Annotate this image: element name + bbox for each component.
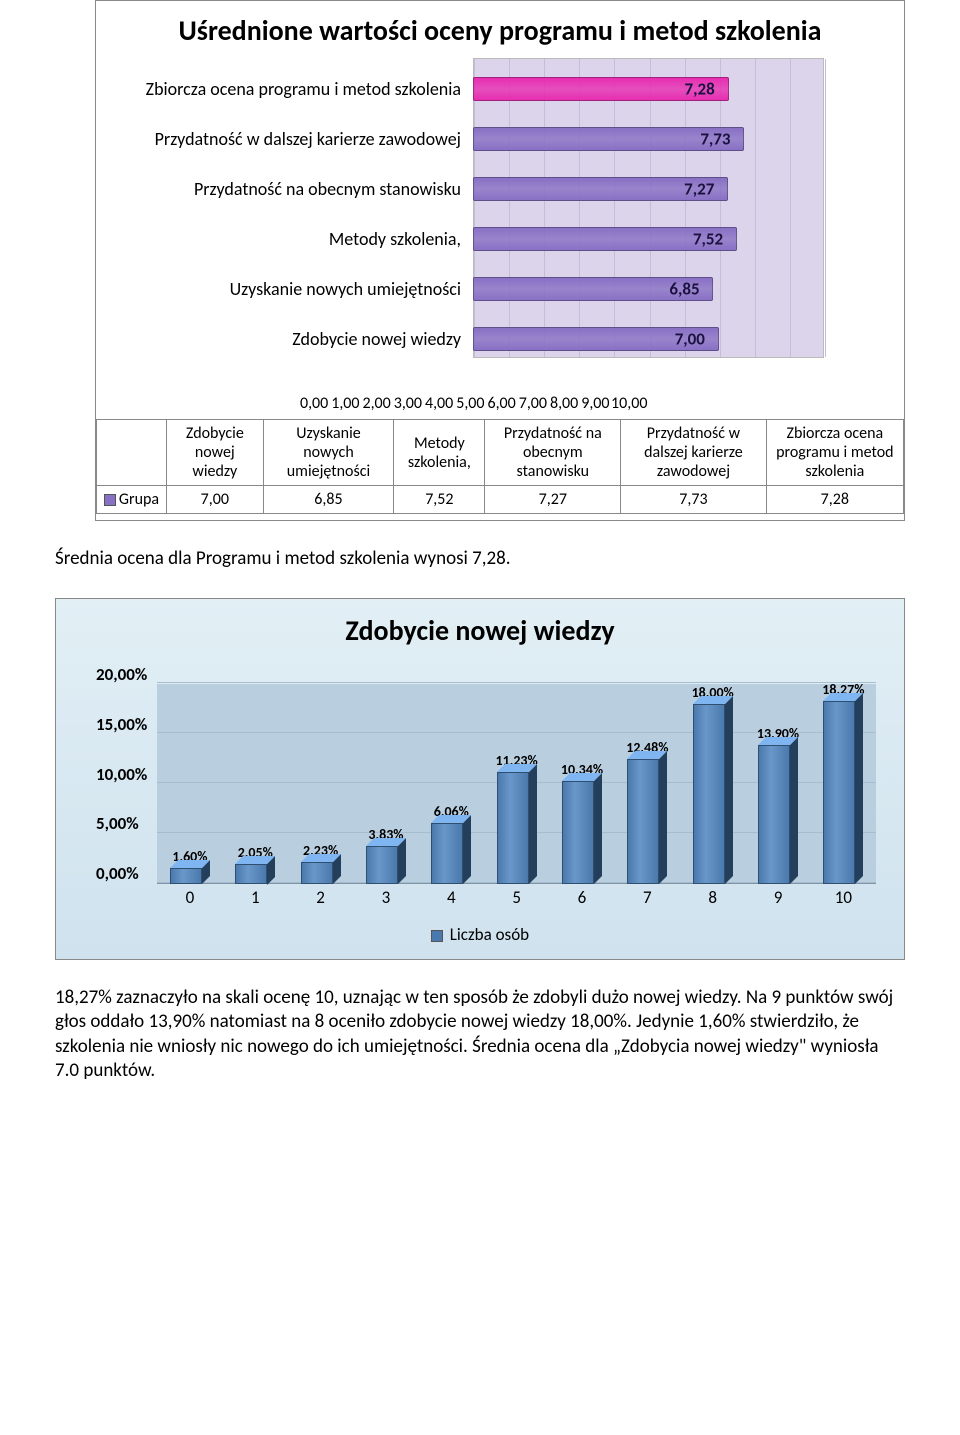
vbar-bar <box>562 781 602 884</box>
hbar-value-label: 7,52 <box>693 228 723 249</box>
hbar-category-label: Przydatność w dalszej karierze zawodowej <box>118 128 473 150</box>
vbar-column: 3,83% <box>353 826 418 884</box>
table-row-header: Grupa <box>97 486 167 514</box>
chart1-caption: Średnia ocena dla Programu i metod szkol… <box>55 547 905 570</box>
chart1-title: Uśrednione wartości oceny programu i met… <box>96 7 904 58</box>
vbar-x-tick: 2 <box>288 887 353 908</box>
hbar-category-label: Metody szkolenia, <box>118 228 473 250</box>
vbar-bar <box>431 823 471 884</box>
table-column-header: Zdobycie nowej wiedzy <box>167 420 264 486</box>
vbar-x-tick: 4 <box>419 887 484 908</box>
vbar-x-tick: 6 <box>549 887 614 908</box>
hbar-x-tick: 8,00 <box>549 394 580 413</box>
hbar-value-label: 7,00 <box>675 328 705 349</box>
vbar-bar <box>235 864 275 885</box>
hbar-category-label: Zdobycie nowej wiedzy <box>118 328 473 350</box>
vbar-column: 13,90% <box>745 725 810 884</box>
vbar-bar <box>758 745 798 884</box>
hbar-category-label: Zbiorcza ocena programu i metod szkoleni… <box>118 78 473 100</box>
chart2-title: Zdobycie nowej wiedzy <box>66 609 894 660</box>
hbar-x-tick: 9,00 <box>580 394 611 413</box>
hbar-x-tick: 1,00 <box>330 394 361 413</box>
table-cell: 6,85 <box>263 486 394 514</box>
vbar-y-axis: 20,00% 15,00% 10,00% 5,00% 0,00% <box>96 664 157 884</box>
chart1-data-table: Zdobycie nowej wiedzyUzyskanie nowych um… <box>96 419 904 514</box>
hbar-x-tick: 3,00 <box>392 394 423 413</box>
hbar-x-tick: 0,00 <box>299 394 330 413</box>
legend-swatch-icon <box>104 494 116 506</box>
legend-swatch-icon <box>431 930 443 942</box>
hbar-category-label: Uzyskanie nowych umiejętności <box>118 278 473 300</box>
hbar-value-label: 6,85 <box>669 278 699 299</box>
hbar-x-tick: 4,00 <box>424 394 455 413</box>
hbar-row: Przydatność na obecnym stanowisku 7,27 <box>118 171 822 207</box>
hbar-chart: Zbiorcza ocena programu i metod szkoleni… <box>118 58 882 413</box>
vbar-y-tick: 10,00% <box>96 764 147 785</box>
vbar-column: 12,48% <box>615 739 680 884</box>
vbar-x-tick: 5 <box>484 887 549 908</box>
table-cell: 7,00 <box>167 486 264 514</box>
table-cell: 7,73 <box>621 486 766 514</box>
vbar-column: 2,05% <box>223 844 288 885</box>
vbar-column: 6,06% <box>419 803 484 884</box>
chart-panel-2: Zdobycie nowej wiedzy 20,00%15,00%10,00%… <box>55 598 905 960</box>
hbar-value-label: 7,27 <box>684 178 714 199</box>
vbar-bar <box>823 701 863 884</box>
vbar-y-tick: 0,00% <box>96 863 147 884</box>
table-column-header: Przydatność w dalszej karierze zawodowej <box>621 420 766 486</box>
vbar-column: 18,00% <box>680 684 745 884</box>
vbar-x-tick: 7 <box>615 887 680 908</box>
vbar-plot: 1,60%2,05%2,23%3,83%6,06%11,23%10,34%12,… <box>157 664 876 904</box>
vbar-bar <box>301 862 341 884</box>
vbar-bar <box>170 868 210 884</box>
vbar-x-tick: 9 <box>745 887 810 908</box>
table-column-header: Metody szkolenia, <box>394 420 485 486</box>
hbar-category-label: Przydatność na obecnym stanowisku <box>118 178 473 200</box>
vbar-column: 1,60% <box>157 848 222 884</box>
vbar-bar <box>627 759 667 884</box>
hbar-row: Zdobycie nowej wiedzy 7,00 <box>118 321 822 357</box>
vbar-y-tick: 5,00% <box>96 813 147 834</box>
vbar-bar <box>497 772 537 884</box>
table-column-header: Zbiorcza ocena programu i metod szkoleni… <box>766 420 903 486</box>
hbar-row: Zbiorcza ocena programu i metod szkoleni… <box>118 71 822 107</box>
chart2-legend-label: Liczba osób <box>450 924 529 945</box>
chart2-legend: Liczba osób <box>66 904 894 945</box>
vbar-x-tick: 0 <box>157 887 222 908</box>
vbar-x-axis: 012345678910 <box>157 887 876 908</box>
body-paragraph: 18,27% zaznaczyło na skali ocenę 10, uzn… <box>55 986 905 1083</box>
vbar-x-tick: 3 <box>353 887 418 908</box>
hbar-value-label: 7,28 <box>685 78 715 99</box>
table-column-header: Przydatność na obecnym stanowisku <box>485 420 621 486</box>
hbar-row: Przydatność w dalszej karierze zawodowej… <box>118 121 822 157</box>
vbar-column: 2,23% <box>288 842 353 884</box>
hbar-value-label: 7,73 <box>700 128 730 149</box>
vbar-column: 11,23% <box>484 752 549 884</box>
hbar-x-tick: 2,00 <box>361 394 392 413</box>
table-column-header: Uzyskanie nowych umiejętności <box>263 420 394 486</box>
vbar-y-tick: 20,00% <box>96 664 147 685</box>
vbar-x-tick: 10 <box>811 887 876 908</box>
vbar-column: 10,34% <box>549 761 614 884</box>
hbar-row: Metody szkolenia, 7,52 <box>118 221 822 257</box>
vbar-bar <box>693 704 733 884</box>
vbar-column: 18,27% <box>811 681 876 884</box>
hbar-x-tick: 10,00 <box>611 394 647 413</box>
hbar-row: Uzyskanie nowych umiejętności 6,85 <box>118 271 822 307</box>
table-cell: 7,28 <box>766 486 903 514</box>
table-cell: 7,27 <box>485 486 621 514</box>
vbar-y-tick: 15,00% <box>96 714 147 735</box>
table-cell: 7,52 <box>394 486 485 514</box>
hbar-x-axis: 0,001,002,003,004,005,006,007,008,009,00… <box>473 388 822 413</box>
vbar-x-tick: 1 <box>223 887 288 908</box>
chart-panel-1: Uśrednione wartości oceny programu i met… <box>95 0 905 521</box>
hbar-x-tick: 5,00 <box>455 394 486 413</box>
hbar-x-tick: 7,00 <box>517 394 548 413</box>
vbar-bar <box>366 846 406 884</box>
hbar-x-tick: 6,00 <box>486 394 517 413</box>
vbar-x-tick: 8 <box>680 887 745 908</box>
